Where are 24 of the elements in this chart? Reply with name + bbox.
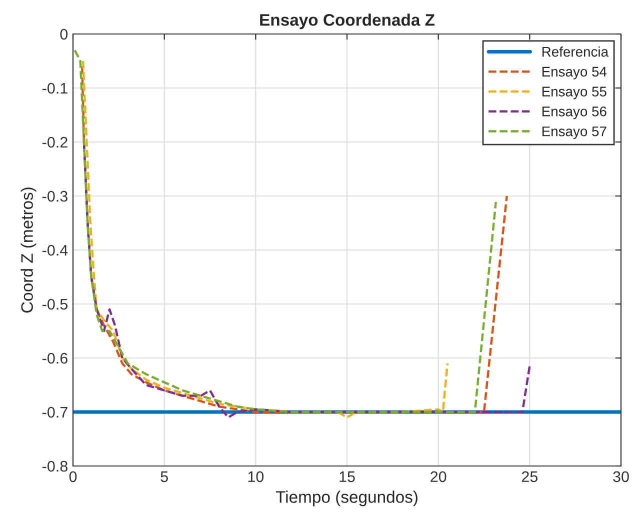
x-tick-label: 20 [430,471,446,482]
y-tick-label: -0.1 [42,82,68,94]
legend-label: Ensayo 56 [542,106,606,120]
x-axis-title: Tiempo (segundos) [276,490,418,506]
x-tick-label: 15 [340,471,355,482]
legend-label: Ensayo 57 [542,126,606,140]
y-tick-label: -0.3 [42,190,68,202]
x-tick-label: 0 [69,471,77,482]
x-tick-label: 25 [522,471,538,482]
y-axis-title: Coord Z (metros) [20,188,36,313]
legend-label: Ensayo 54 [542,66,607,80]
x-tick-label: 10 [248,471,264,482]
x-tick-label: 5 [160,471,168,482]
y-tick-label: -0.8 [42,460,68,472]
y-tick-label: -0.4 [42,244,68,256]
y-tick-label: -0.6 [42,352,68,364]
y-tick-label: -0.7 [42,406,68,418]
chart-title: Ensayo Coordenada Z [260,14,435,30]
y-tick-label: -0.5 [42,298,68,310]
y-tick-label: -0.2 [42,136,68,148]
legend-label: Referencia [542,46,609,57]
x-tick-label: 30 [613,471,629,482]
legend-label: Ensayo 55 [542,86,606,100]
y-tick-label: 0 [60,28,68,40]
